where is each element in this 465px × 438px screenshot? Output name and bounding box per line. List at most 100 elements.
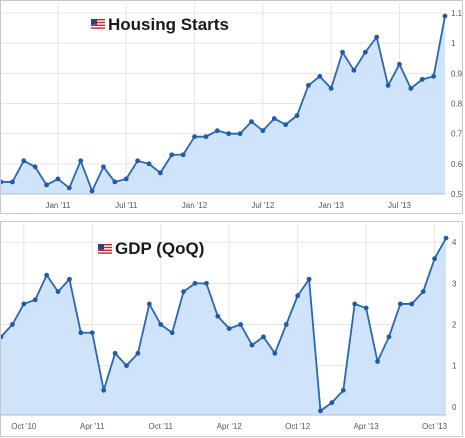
data-point[interactable]	[89, 330, 95, 336]
data-point[interactable]	[283, 122, 289, 128]
data-point[interactable]	[135, 158, 141, 164]
y-tick-label: 0.9	[451, 69, 463, 78]
x-tick-label: Apr '11	[80, 422, 105, 431]
data-point[interactable]	[180, 152, 186, 158]
data-point[interactable]	[351, 67, 357, 73]
y-tick-label: 2	[452, 321, 457, 330]
data-point[interactable]	[112, 350, 118, 356]
data-point[interactable]	[375, 359, 380, 364]
data-point[interactable]	[146, 161, 152, 167]
data-point[interactable]	[215, 313, 221, 319]
data-point[interactable]	[1, 179, 4, 185]
data-point[interactable]	[9, 179, 15, 185]
data-point[interactable]	[340, 49, 345, 55]
data-point[interactable]	[397, 61, 402, 67]
data-point[interactable]	[249, 119, 254, 124]
data-point[interactable]	[397, 301, 403, 307]
us-flag-icon	[91, 19, 105, 29]
data-point[interactable]	[374, 34, 380, 40]
data-point[interactable]	[419, 76, 425, 82]
data-point[interactable]	[443, 235, 449, 241]
data-point[interactable]	[272, 350, 278, 356]
data-point[interactable]	[442, 13, 448, 19]
data-point[interactable]	[78, 330, 84, 336]
y-tick-label: 0.8	[451, 100, 463, 109]
data-point[interactable]	[32, 164, 38, 170]
data-point[interactable]	[318, 408, 323, 414]
data-point[interactable]	[432, 256, 437, 262]
area-fill	[1, 238, 446, 415]
data-point[interactable]	[317, 73, 323, 79]
data-point[interactable]	[10, 322, 15, 327]
gdp-panel: 0 1 2 3 4 Oct '10 Apr '11 Oct '11 Apr '12 Oct '12…	[0, 221, 463, 437]
data-point[interactable]	[55, 289, 61, 294]
data-point[interactable]	[283, 322, 289, 327]
us-flag-icon	[98, 244, 112, 254]
x-tick-label: Jan '13	[318, 201, 344, 210]
data-point[interactable]	[352, 301, 358, 307]
data-point[interactable]	[409, 301, 415, 307]
data-point[interactable]	[32, 297, 38, 303]
chart-title: GDP (QoQ)	[115, 239, 205, 258]
data-point[interactable]	[158, 322, 164, 327]
x-tick-label: Oct '13	[422, 422, 448, 431]
data-point[interactable]	[226, 326, 232, 332]
data-point[interactable]	[67, 276, 72, 282]
data-point[interactable]	[146, 301, 152, 307]
data-point[interactable]	[329, 400, 335, 406]
data-point[interactable]	[238, 322, 244, 327]
data-point[interactable]	[260, 128, 266, 134]
x-tick-label: Oct '10	[11, 422, 37, 431]
data-point[interactable]	[328, 86, 334, 91]
data-point[interactable]	[192, 134, 197, 140]
data-point[interactable]	[420, 289, 426, 294]
data-point[interactable]	[169, 330, 175, 336]
data-point[interactable]	[78, 158, 84, 164]
data-point[interactable]	[21, 158, 27, 164]
y-tick-label: 0	[452, 403, 457, 412]
data-point[interactable]	[408, 86, 414, 91]
y-tick-label: 1.1	[451, 9, 463, 18]
y-tick-label: 1	[451, 39, 456, 48]
data-point[interactable]	[181, 289, 186, 294]
data-point[interactable]	[271, 116, 277, 121]
data-point[interactable]	[44, 272, 50, 278]
data-point[interactable]	[124, 363, 129, 369]
data-point[interactable]	[55, 176, 61, 182]
data-point[interactable]	[203, 134, 209, 140]
data-point[interactable]	[294, 113, 300, 118]
data-point[interactable]	[21, 301, 27, 307]
data-point[interactable]	[305, 83, 311, 88]
data-point[interactable]	[101, 164, 106, 170]
data-point[interactable]	[295, 293, 301, 299]
data-point[interactable]	[157, 170, 163, 176]
data-point[interactable]	[340, 387, 346, 393]
data-point[interactable]	[214, 128, 220, 134]
data-point[interactable]	[362, 49, 368, 55]
data-point[interactable]	[169, 152, 175, 158]
housing-starts-chart: 0.5 0.6 0.7 0.8 0.9 1 1.1 Jan '11 Jul '11 Jan '12…	[1, 3, 463, 210]
data-point[interactable]	[386, 334, 392, 340]
data-point[interactable]	[203, 280, 209, 286]
x-tick-label: Oct '11	[148, 422, 173, 431]
data-point[interactable]	[123, 176, 129, 182]
x-tick-label: Jan '11	[45, 201, 71, 210]
area-fill	[1, 16, 445, 195]
data-point[interactable]	[89, 188, 95, 194]
data-point[interactable]	[385, 83, 391, 88]
data-point[interactable]	[237, 131, 243, 137]
data-point[interactable]	[261, 334, 266, 340]
y-tick-label: 0.5	[451, 190, 463, 199]
data-point[interactable]	[101, 387, 107, 393]
data-point[interactable]	[306, 276, 312, 282]
data-point[interactable]	[192, 280, 198, 286]
data-point[interactable]	[363, 305, 369, 311]
data-point[interactable]	[431, 73, 437, 79]
data-point[interactable]	[135, 350, 141, 356]
data-point[interactable]	[66, 185, 72, 191]
data-point[interactable]	[44, 182, 49, 188]
data-point[interactable]	[249, 342, 255, 348]
data-point[interactable]	[1, 334, 4, 340]
data-point[interactable]	[226, 131, 232, 137]
data-point[interactable]	[112, 179, 118, 185]
